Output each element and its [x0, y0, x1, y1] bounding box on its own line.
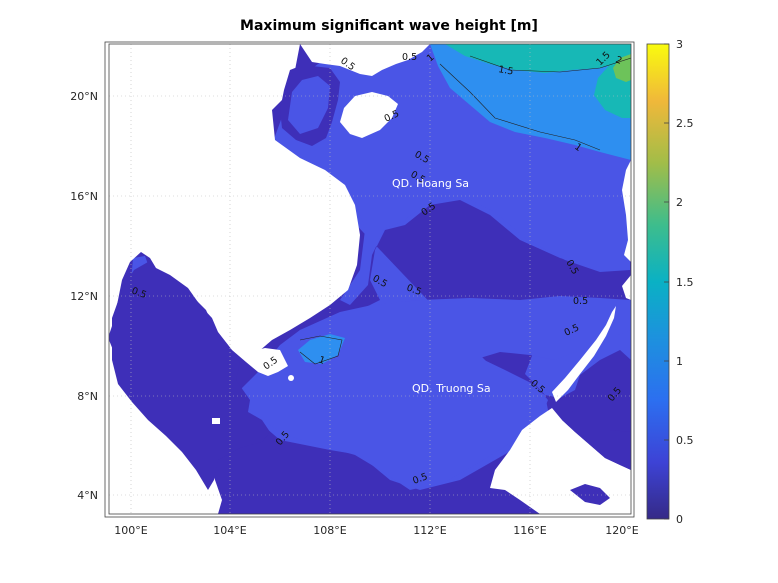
svg-text:20°N: 20°N	[70, 90, 98, 103]
land-china	[300, 44, 430, 76]
gulf-tonkin-inner	[288, 76, 330, 134]
svg-text:1: 1	[425, 52, 437, 64]
svg-text:2: 2	[676, 196, 683, 209]
map-grid	[109, 44, 631, 514]
colorbar	[646, 43, 670, 520]
svg-text:100°E: 100°E	[114, 524, 147, 537]
contour-labels: 0.5 0.5 1 1.5 1.5 2 0.5 0.5 0.5 1 0.5 0.…	[130, 50, 624, 487]
svg-text:3: 3	[676, 38, 683, 51]
gulf-thailand	[112, 262, 270, 490]
svg-text:0.5: 0.5	[405, 282, 423, 298]
colorbar-tick-labels: 0 0.5 1 1.5 2 2.5 3	[676, 38, 694, 526]
map-frame-inner	[108, 43, 632, 515]
map-title: Maximum significant wave height [m]	[240, 18, 538, 34]
island-con-dao	[288, 375, 294, 381]
svg-text:0.5: 0.5	[402, 52, 417, 63]
sea-region-1	[430, 44, 631, 160]
svg-text:1: 1	[676, 355, 683, 368]
island-small	[212, 418, 220, 424]
sea-region-15	[445, 44, 631, 73]
contour-line-1	[439, 63, 601, 151]
sea-region-1-south	[298, 334, 345, 364]
svg-text:0.5: 0.5	[676, 434, 694, 447]
svg-text:104°E: 104°E	[213, 524, 246, 537]
contour-line-15	[469, 55, 631, 73]
map-area: 0.5 0.5 1 1.5 1.5 2 0.5 0.5 0.5 1 0.5 0.…	[109, 44, 631, 514]
label-truong-sa: QD. Truong Sa	[412, 382, 491, 395]
svg-text:0.5: 0.5	[411, 471, 429, 487]
land-luzon	[622, 160, 631, 262]
svg-text:4°N: 4°N	[77, 489, 98, 502]
svg-text:120°E: 120°E	[605, 524, 638, 537]
svg-text:0: 0	[676, 513, 683, 526]
land-mekong	[246, 348, 288, 376]
contour-line-south	[299, 335, 343, 365]
svg-text:0.5: 0.5	[130, 285, 148, 301]
svg-text:116°E: 116°E	[513, 524, 546, 537]
borneo-coast-water	[562, 410, 631, 470]
lat-tick-labels: 4°N 8°N 12°N 16°N 20°N	[70, 90, 98, 502]
svg-text:12°N: 12°N	[70, 290, 98, 303]
svg-text:1.5: 1.5	[497, 64, 514, 77]
svg-text:1: 1	[317, 354, 326, 366]
svg-text:8°N: 8°N	[77, 390, 98, 403]
svg-text:2: 2	[614, 54, 623, 66]
svg-text:0.5: 0.5	[573, 296, 588, 307]
svg-text:1: 1	[572, 141, 583, 153]
svg-text:16°N: 16°N	[70, 190, 98, 203]
colorbar-ticks	[664, 43, 669, 520]
svg-text:112°E: 112°E	[413, 524, 446, 537]
borneo-bay	[570, 484, 610, 505]
land-mindoro	[622, 275, 631, 300]
svg-text:2.5: 2.5	[676, 117, 694, 130]
sea-region-2	[613, 54, 631, 82]
map-frame-outer	[104, 41, 635, 518]
lon-tick-labels: 100°E 104°E 108°E 112°E 116°E 120°E	[114, 524, 638, 537]
land-hainan	[340, 92, 398, 138]
land-indochina	[109, 44, 360, 362]
svg-text:108°E: 108°E	[313, 524, 346, 537]
label-hoang-sa: QD. Hoang Sa	[392, 177, 469, 190]
svg-text:1.5: 1.5	[676, 276, 694, 289]
land-palawan	[552, 306, 616, 402]
